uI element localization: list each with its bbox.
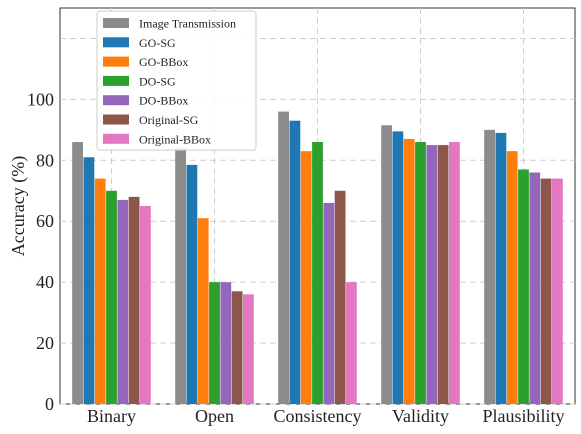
- legend-label: GO-BBox: [139, 55, 188, 69]
- bar-go-bbox: [94, 178, 106, 404]
- y-tick-label: 60: [36, 211, 54, 231]
- legend-swatch: [103, 18, 129, 28]
- bar-original-sg: [231, 291, 243, 404]
- bar-do-sg: [312, 142, 323, 404]
- legend-swatch: [103, 133, 129, 144]
- y-tick-label: 0: [45, 394, 54, 414]
- legend-label: DO-BBox: [139, 94, 188, 108]
- bar-original-bbox: [243, 294, 254, 404]
- bar-do-sg: [518, 169, 529, 404]
- bar-go-sg: [289, 120, 301, 404]
- x-tick-label: Binary: [87, 406, 136, 426]
- bar-image-transmission: [381, 125, 392, 405]
- bar-go-bbox: [300, 151, 312, 404]
- legend-label: DO-SG: [139, 74, 176, 88]
- bar-go-sg: [186, 164, 198, 404]
- y-tick-label: 100: [27, 89, 54, 109]
- bar-go-bbox: [197, 218, 209, 404]
- legend-swatch: [103, 75, 129, 86]
- bar-image-transmission: [175, 148, 186, 404]
- legend: Image Transmission GO-SG GO-BBox DO-SG DO-BB…: [96, 10, 257, 151]
- bar-image-transmission: [278, 111, 289, 405]
- x-tick-label: Validity: [392, 406, 449, 426]
- x-tick-label: Plausibility: [482, 406, 564, 426]
- bar-image-transmission: [484, 129, 495, 404]
- bar-go-sg: [392, 131, 404, 404]
- legend-label: Original-BBox: [139, 132, 211, 146]
- bar-do-bbox: [529, 172, 541, 404]
- y-axis-ticks: 0 20 40 60 80 100: [27, 89, 54, 414]
- x-axis-ticks: Binary Open Consistency Validity Plausibilit…: [87, 406, 565, 426]
- bar-original-bbox: [552, 178, 563, 404]
- bar-do-bbox: [117, 199, 129, 404]
- bar-go-sg: [495, 132, 507, 404]
- bars: [72, 111, 563, 405]
- bar-go-sg: [83, 157, 95, 404]
- x-tick-label: Open: [195, 406, 234, 426]
- y-tick-label: 40: [36, 272, 54, 292]
- bar-do-bbox: [426, 145, 438, 405]
- y-tick-label: 80: [36, 150, 54, 170]
- bar-go-bbox: [506, 151, 518, 404]
- legend-label: GO-SG: [139, 36, 176, 50]
- y-axis-label: Accuracy (%): [8, 156, 29, 256]
- bar-original-sg: [128, 196, 140, 404]
- legend-swatch: [103, 37, 129, 48]
- bar-original-sg: [437, 145, 449, 405]
- legend-swatch: [103, 56, 129, 67]
- legend-box: [96, 10, 257, 151]
- bar-original-sg: [334, 190, 346, 404]
- bar-original-bbox: [449, 142, 460, 404]
- legend-swatch: [103, 114, 129, 125]
- legend-label: Original-SG: [139, 113, 199, 127]
- x-tick-label: Consistency: [274, 406, 362, 426]
- bar-do-bbox: [323, 202, 335, 404]
- bar-original-sg: [540, 178, 552, 404]
- bar-do-sg: [415, 142, 426, 404]
- legend-swatch: [103, 95, 129, 106]
- bar-go-bbox: [403, 138, 415, 404]
- bar-do-sg: [209, 282, 220, 404]
- legend-label: Image Transmission: [139, 17, 236, 31]
- y-tick-label: 20: [36, 333, 54, 353]
- bar-do-sg: [106, 190, 117, 404]
- bar-do-bbox: [220, 282, 232, 404]
- bar-image-transmission: [72, 142, 83, 404]
- bar-original-bbox: [140, 206, 151, 404]
- bar-original-bbox: [346, 282, 357, 404]
